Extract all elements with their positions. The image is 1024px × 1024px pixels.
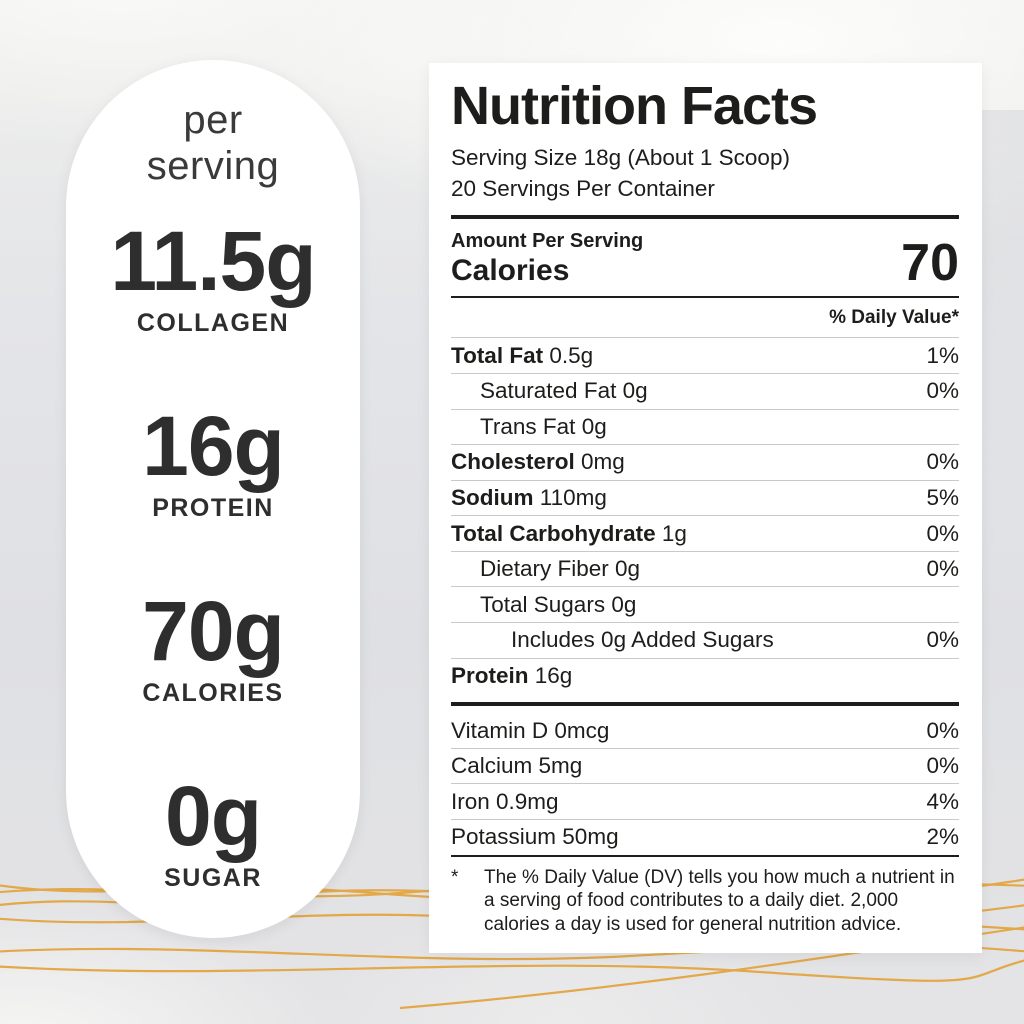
per-serving-stat: 11.5g COLLAGEN xyxy=(66,219,360,336)
daily-value-header: % Daily Value* xyxy=(451,298,959,339)
daily-value-percent: 0% xyxy=(926,627,959,653)
per-serving-stat: 16g PROTEIN xyxy=(66,404,360,521)
daily-value-percent: 2% xyxy=(926,824,959,850)
nutrient-row: Sodium 110mg 5% xyxy=(451,479,959,516)
per-serving-stat: 0g SUGAR xyxy=(66,774,360,891)
stat-value: 70g xyxy=(142,584,285,679)
nutrient-row: Iron 0.9mg 4% xyxy=(451,783,959,819)
per-serving-stats: 11.5g COLLAGEN 16g PROTEIN 70g CALORIES 0g SUGA… xyxy=(66,219,360,891)
daily-value-percent: 0% xyxy=(926,520,959,546)
nutrient-row: Saturated Fat 0g 0% xyxy=(451,372,959,409)
stat-label: PROTEIN xyxy=(152,494,274,523)
nutrient-name: Includes 0g Added Sugars xyxy=(511,627,774,653)
nutrient-name: Trans Fat 0g xyxy=(480,413,607,439)
stat-label: COLLAGEN xyxy=(136,309,290,338)
nutrient-row: Total Fat 0.5g 1% xyxy=(451,338,959,373)
divider-thick-protein xyxy=(451,702,959,707)
nutrient-name: Iron 0.9mg xyxy=(451,788,559,814)
divider-thick-top xyxy=(451,215,959,220)
calories-row: Amount Per Serving Calories 70 xyxy=(451,219,959,296)
nutrition-facts-title: Nutrition Facts xyxy=(451,76,818,136)
daily-value-percent: 0% xyxy=(926,378,959,404)
nutrient-name: Saturated Fat 0g xyxy=(480,378,648,404)
nutrient-name: Vitamin D 0mcg xyxy=(451,717,610,743)
nutrient-row: Calcium 5mg 0% xyxy=(451,747,959,784)
daily-value-percent: 0% xyxy=(926,449,959,475)
daily-value-footnote: * The % Daily Value (DV) tells you how m… xyxy=(451,866,959,937)
nutrient-name: Calcium 5mg xyxy=(451,753,583,779)
stat-label: SUGAR xyxy=(164,864,262,893)
footnote-text: The % Daily Value (DV) tells you how muc… xyxy=(484,866,955,935)
nutrient-row: Dietary Fiber 0g 0% xyxy=(451,550,959,587)
nutrient-name: Cholesterol 0mg xyxy=(451,449,625,475)
nutrition-facts-panel: Nutrition Facts Serving Size 18g (About … xyxy=(429,63,982,953)
daily-value-percent: 5% xyxy=(926,484,959,510)
footnote-asterisk: * xyxy=(451,866,459,888)
per-serving-panel: per serving 11.5g COLLAGEN 16g PROTEIN 70g CA… xyxy=(66,60,360,938)
stat-value: 11.5g xyxy=(110,214,316,309)
nutrient-name: Potassium 50mg xyxy=(451,824,619,850)
nutrient-row: Protein 16g xyxy=(451,657,959,694)
nutrient-name: Total Sugars 0g xyxy=(480,591,637,617)
servings-per-container-line: 20 Servings Per Container xyxy=(451,176,715,202)
nutrient-row: Total Sugars 0g xyxy=(451,586,959,622)
nutrient-row: Includes 0g Added Sugars 0% xyxy=(451,622,959,658)
stat-label: CALORIES xyxy=(142,679,284,708)
nutrient-row: Vitamin D 0mcg 0% xyxy=(451,713,959,748)
nutrient-row: Trans Fat 0g xyxy=(451,408,959,445)
daily-value-percent: 1% xyxy=(926,342,959,368)
daily-value-percent: 4% xyxy=(926,788,959,814)
micronutrient-rows: Vitamin D 0mcg 0% Calcium 5mg 0% Iron 0.9mg 4… xyxy=(451,713,959,857)
daily-value-percent: 0% xyxy=(926,753,959,779)
nutrient-rows: Total Fat 0.5g 1% Saturated Fat 0g 0% Trans … xyxy=(451,338,959,693)
per-serving-stat: 70g CALORIES xyxy=(66,589,360,706)
stat-value: 16g xyxy=(142,399,285,494)
nutrient-name: Protein 16g xyxy=(451,662,573,688)
nutrient-name: Sodium 110mg xyxy=(451,484,607,510)
daily-value-percent: 0% xyxy=(926,717,959,743)
nutrient-name: Dietary Fiber 0g xyxy=(480,556,641,582)
amount-per-serving-label: Amount Per Serving xyxy=(451,230,644,253)
daily-value-percent: 0% xyxy=(926,556,959,582)
divider-medium-calories xyxy=(451,295,959,299)
nutrient-name: Total Carbohydrate 1g xyxy=(451,520,687,546)
serving-size-line: Serving Size 18g (About 1 Scoop) xyxy=(451,145,790,171)
nutrient-row: Cholesterol 0mg 0% xyxy=(451,444,959,480)
per-serving-heading: per serving xyxy=(146,98,280,188)
nutrient-row: Potassium 50mg 2% xyxy=(451,819,959,855)
calories-value: 70 xyxy=(901,234,959,293)
calories-label: Calories xyxy=(451,254,570,288)
stat-value: 0g xyxy=(164,769,262,864)
nutrient-name: Total Fat 0.5g xyxy=(451,342,594,368)
nutrient-row: Total Carbohydrate 1g 0% xyxy=(451,515,959,551)
